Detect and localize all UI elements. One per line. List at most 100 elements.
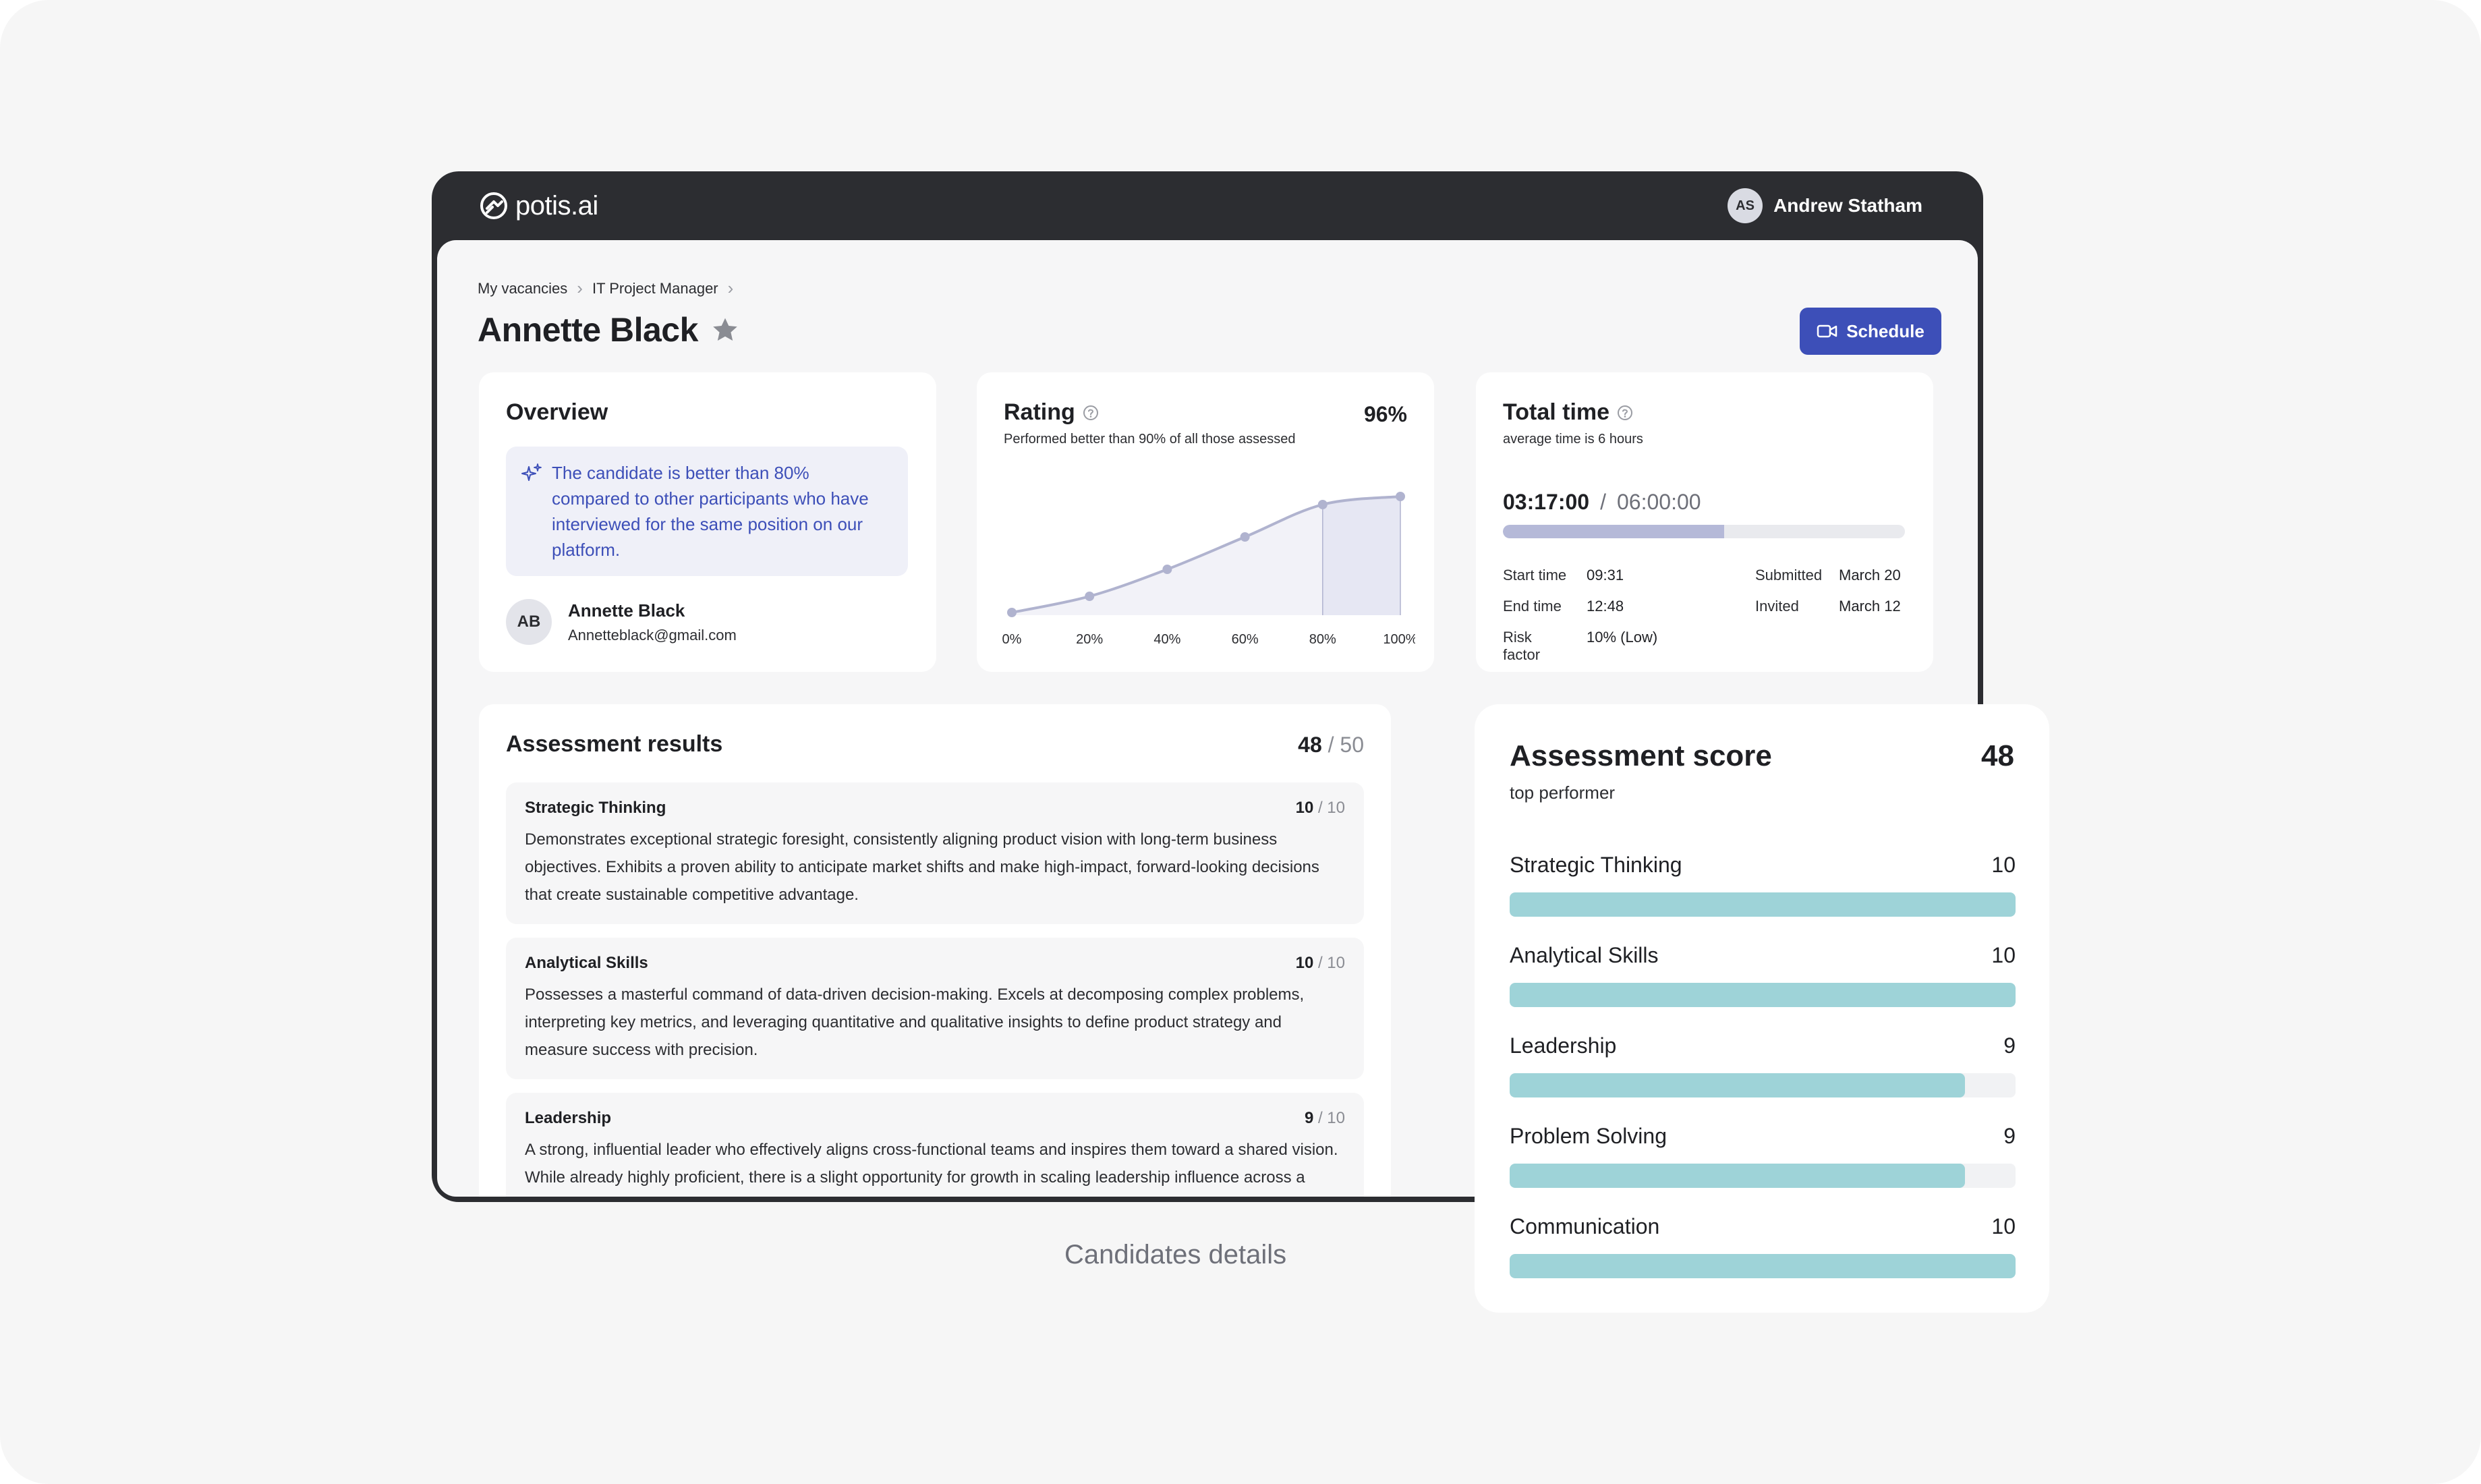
score-bar-fill: [1510, 1164, 1965, 1188]
result-score: 10 / 10: [1296, 954, 1345, 973]
score-bar-fill: [1510, 1254, 2016, 1278]
submitted-label: Submitted: [1755, 567, 1823, 583]
chart-line: [1011, 495, 1401, 614]
end-time-label: End time: [1503, 598, 1562, 615]
chart-point: [1240, 532, 1250, 542]
schedule-button[interactable]: Schedule: [1800, 308, 1941, 355]
chart-x-tick-label: 80%: [1309, 632, 1336, 647]
star-icon[interactable]: [710, 315, 740, 345]
time-elapsed: 03:17:00: [1503, 490, 1590, 514]
start-time-row: Start time 09:31: [1503, 567, 1624, 584]
score-row-value: 10: [1991, 1214, 2016, 1238]
user-name: Andrew Statham: [1773, 195, 1922, 216]
score-row-value: 10: [1991, 943, 2016, 967]
score-row-label: Analytical Skills: [1510, 943, 1659, 967]
score-bar: [1510, 1073, 2016, 1097]
end-time-value: 12:48: [1587, 598, 1624, 615]
score-row-strategic-thinking: Strategic Thinking 10: [1510, 853, 2016, 917]
candidate-email[interactable]: Annetteblack@gmail.com: [568, 626, 737, 644]
result-name: Analytical Skills: [525, 954, 648, 972]
time-separator: /: [1600, 490, 1606, 514]
breadcrumb-my-vacancies[interactable]: My vacancies: [478, 279, 568, 297]
result-score-value: 9: [1304, 1109, 1314, 1127]
ai-insight: The candidate is better than 80% compare…: [506, 447, 908, 576]
result-item[interactable]: Analytical Skills 10 / 10 Possesses a ma…: [506, 938, 1364, 1079]
user-avatar: AS: [1728, 188, 1763, 223]
result-score-value: 10: [1295, 954, 1314, 972]
score-row-communication: Communication 10: [1510, 1214, 2016, 1278]
caption: Candidates details: [1064, 1240, 1287, 1269]
chart-x-tick-label: 60%: [1232, 632, 1259, 647]
chart-area: [1012, 496, 1400, 615]
chart-x-tick-label: 40%: [1153, 632, 1180, 647]
overview-title: Overview: [506, 399, 608, 425]
chart-x-tick-label: 0%: [1002, 632, 1022, 647]
result-item[interactable]: Strategic Thinking 10 / 10 Demonstrates …: [506, 782, 1364, 924]
chevron-right-icon: ›: [577, 278, 583, 298]
schedule-label: Schedule: [1846, 320, 1924, 341]
score-bar-fill: [1510, 983, 2016, 1007]
time-progress-bar: [1503, 525, 1905, 538]
rating-subtitle: Performed better than 90% of all those a…: [1004, 432, 1296, 447]
results-score-max: / 50: [1328, 733, 1364, 757]
brand-name: potis.ai: [515, 190, 598, 221]
title-row: Annette Black: [478, 310, 740, 349]
candidate-info: AB Annette Black Annetteblack@gmail.com: [506, 599, 737, 645]
score-row-value: 9: [2003, 1033, 2016, 1058]
logo[interactable]: potis.ai: [478, 189, 598, 223]
score-bar: [1510, 983, 2016, 1007]
user-menu[interactable]: AS Andrew Statham: [1728, 188, 1922, 223]
rating-title-row: Rating: [1004, 399, 1100, 426]
breadcrumb-it-project-manager[interactable]: IT Project Manager: [592, 279, 718, 297]
chart-point: [1085, 592, 1095, 601]
score-row-problem-solving: Problem Solving 9: [1510, 1124, 2016, 1188]
score-bar: [1510, 1254, 2016, 1278]
result-description: A strong, influential leader who effecti…: [525, 1141, 1338, 1187]
score-row-analytical-skills: Analytical Skills 10: [1510, 943, 2016, 1007]
rating-percent: 96%: [1363, 402, 1407, 426]
overview-card: Overview The candidate is better than 80…: [479, 372, 936, 672]
result-item[interactable]: Leadership 9 / 10 A strong, influential …: [506, 1093, 1364, 1197]
result-score-max: / 10: [1317, 954, 1345, 972]
help-icon[interactable]: [1082, 404, 1100, 422]
chevron-right-icon: ›: [727, 278, 734, 298]
score-row-label: Leadership: [1510, 1033, 1617, 1058]
submitted-row: Submitted March 20: [1755, 567, 1901, 584]
score-row-leadership: Leadership 9: [1510, 1033, 2016, 1097]
chart-highlight-area: [1322, 496, 1400, 615]
result-description: Demonstrates exceptional strategic fores…: [525, 830, 1319, 904]
score-bar-fill: [1510, 1073, 1965, 1097]
total-time-title-row: Total time: [1503, 399, 1634, 426]
main-content: My vacancies › IT Project Manager › Anne…: [437, 240, 1978, 1197]
chart-point: [1317, 500, 1328, 509]
result-score-max: / 10: [1317, 1109, 1345, 1127]
assessment-results-card: Assessment results 48 / 50 Strategic Thi…: [479, 704, 1391, 1197]
time-values: 03:17:00 / 06:00:00: [1503, 490, 1701, 515]
submitted-value: March 20: [1839, 567, 1901, 583]
risk-factor-row: Risk factor 10% (Low): [1503, 629, 1657, 664]
page-title: Annette Black: [478, 311, 698, 349]
top-bar: potis.ai AS Andrew Statham: [432, 171, 1983, 240]
score-row-value: 9: [2003, 1124, 2016, 1148]
start-time-label: Start time: [1503, 567, 1567, 583]
chart-x-tick-label: 20%: [1076, 632, 1103, 647]
score-bar: [1510, 892, 2016, 917]
sparkles-icon: [521, 463, 542, 481]
total-time-subtitle: average time is 6 hours: [1503, 432, 1643, 447]
invited-value: March 12: [1839, 598, 1901, 615]
assessment-score-total: 48: [1981, 739, 2014, 772]
rating-card: Rating 96% Performed better than 90% of …: [977, 372, 1434, 672]
score-bar-fill: [1510, 892, 2016, 917]
assessment-score-subtitle: top performer: [1510, 782, 1616, 803]
result-description: Possesses a masterful command of data-dr…: [525, 986, 1305, 1059]
invited-label: Invited: [1755, 598, 1799, 615]
assessment-score-card: Assessment score 48 top performer Strate…: [1475, 704, 2049, 1313]
rating-chart: 0% 20% 40% 60% 80% 100%: [1002, 492, 1415, 647]
score-row-label: Communication: [1510, 1214, 1660, 1238]
time-total: 06:00:00: [1616, 490, 1701, 514]
result-score-value: 10: [1295, 799, 1314, 817]
help-icon[interactable]: [1616, 404, 1634, 422]
score-row-label: Strategic Thinking: [1510, 853, 1682, 877]
score-bar: [1510, 1164, 2016, 1188]
